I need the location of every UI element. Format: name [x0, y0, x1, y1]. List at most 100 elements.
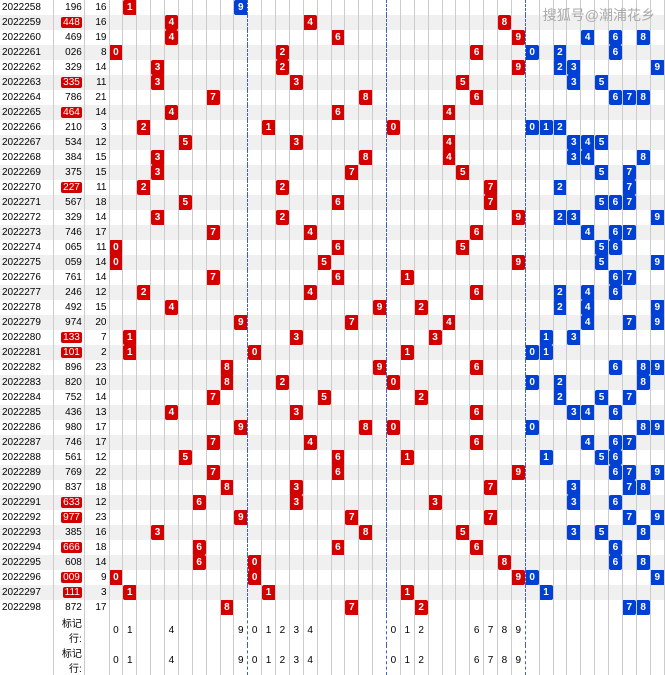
digit-cell: [317, 240, 331, 255]
digit-cell: 6: [331, 450, 345, 465]
digit-cell: [276, 150, 290, 165]
digit-cell: [442, 510, 456, 525]
digit-cell: [595, 345, 609, 360]
digit-cell: [595, 300, 609, 315]
digit-cell: [581, 480, 595, 495]
digit-cell: [400, 135, 414, 150]
digit-cell: [400, 465, 414, 480]
digit-cell: [359, 135, 373, 150]
digit-cell: [525, 180, 539, 195]
digit-cell: [123, 285, 137, 300]
digit-cell: [178, 225, 192, 240]
digit-cell: [428, 405, 442, 420]
digit-cell: [456, 480, 470, 495]
digit-cell: 4: [442, 135, 456, 150]
digit-cell: [428, 390, 442, 405]
digit-cell: 9: [650, 510, 664, 525]
digit-cell: 5: [595, 240, 609, 255]
digit-cell: [456, 285, 470, 300]
digit-cell: [248, 480, 262, 495]
digit-cell: 2: [276, 375, 290, 390]
digit-cell: [511, 540, 525, 555]
digit-cell: [137, 525, 151, 540]
digit-cell: [373, 495, 387, 510]
digit-cell: [387, 45, 401, 60]
digit-cell: [359, 15, 373, 30]
digit-cell: [248, 225, 262, 240]
digit-cell: [595, 105, 609, 120]
digit-cell: [206, 420, 220, 435]
digit-cell: [165, 360, 179, 375]
digit-cell: 6: [609, 270, 623, 285]
digit-cell: [178, 375, 192, 390]
digit-cell: 3: [567, 150, 581, 165]
period-cell: 2022285: [0, 405, 53, 420]
digit-cell: [137, 0, 151, 15]
digit-cell: [123, 240, 137, 255]
digit-cell: [359, 255, 373, 270]
digit-cell: [498, 375, 512, 390]
digit-cell: [331, 180, 345, 195]
digit-cell: [289, 540, 303, 555]
digit-cell: [400, 510, 414, 525]
digit-cell: [470, 300, 484, 315]
digit-cell: [595, 225, 609, 240]
digit-cell: [276, 90, 290, 105]
data-row: 202228475214752257: [0, 390, 665, 405]
digit-cell: [470, 210, 484, 225]
digit-cell: [289, 555, 303, 570]
digit-cell: [414, 495, 428, 510]
digit-cell: [331, 405, 345, 420]
digit-cell: [595, 285, 609, 300]
digit-cell: [525, 405, 539, 420]
digit-cell: [622, 330, 636, 345]
value-cell: 977: [53, 510, 84, 525]
summary-digit: 9: [373, 645, 387, 675]
digit-cell: [414, 585, 428, 600]
digit-cell: [289, 450, 303, 465]
digit-cell: [359, 480, 373, 495]
digit-cell: [220, 495, 234, 510]
digit-cell: [498, 210, 512, 225]
digit-cell: [428, 420, 442, 435]
digit-cell: 2: [137, 285, 151, 300]
digit-cell: [345, 15, 359, 30]
digit-cell: [511, 585, 525, 600]
digit-cell: 0: [525, 45, 539, 60]
digit-cell: [553, 240, 567, 255]
digit-cell: [511, 390, 525, 405]
digit-cell: [498, 270, 512, 285]
digit-cell: 8: [359, 420, 373, 435]
digit-cell: [109, 135, 123, 150]
digit-cell: [262, 135, 276, 150]
data-row: 202228976922769679: [0, 465, 665, 480]
digit-cell: [123, 570, 137, 585]
digit-cell: 6: [331, 30, 345, 45]
digit-cell: [484, 600, 498, 615]
digit-cell: [567, 165, 581, 180]
value-cell: 133: [53, 330, 84, 345]
digit-cell: [192, 30, 206, 45]
digit-cell: [525, 210, 539, 225]
count-cell: 3: [84, 120, 109, 135]
digit-cell: [178, 465, 192, 480]
digit-cell: [650, 150, 664, 165]
digit-cell: [192, 120, 206, 135]
digit-cell: [192, 435, 206, 450]
digit-cell: [373, 600, 387, 615]
digit-cell: [165, 420, 179, 435]
digit-cell: [428, 285, 442, 300]
digit-cell: [192, 90, 206, 105]
digit-cell: [442, 165, 456, 180]
digit-cell: 9: [511, 210, 525, 225]
count-cell: 14: [84, 210, 109, 225]
digit-cell: [553, 570, 567, 585]
digit-cell: [317, 525, 331, 540]
count-cell: 17: [84, 600, 109, 615]
digit-cell: [511, 195, 525, 210]
digit-cell: 3: [567, 525, 581, 540]
digit-cell: [220, 30, 234, 45]
digit-cell: [262, 570, 276, 585]
digit-cell: [442, 15, 456, 30]
digit-cell: [387, 555, 401, 570]
